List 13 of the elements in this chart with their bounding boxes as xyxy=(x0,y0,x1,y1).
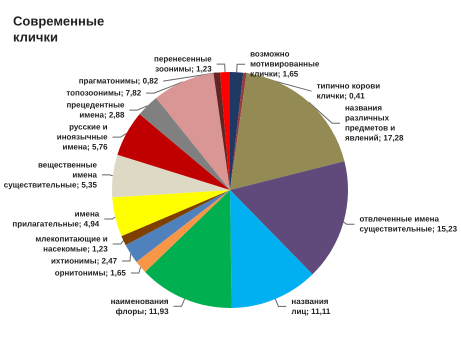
slice-label: перенесенные зоонимы; 1,23 xyxy=(154,54,212,74)
slice-label: ихтионимы; 2,47 xyxy=(50,256,118,266)
slice-label: имена прилагательные; 4,94 xyxy=(12,209,100,228)
slice-label: прагматонимы; 0,82 xyxy=(78,76,159,86)
slice-label: отвлеченные имена существительные; 15,23 xyxy=(359,214,458,234)
slice-label: топозоонимы; 7,82 xyxy=(66,88,142,98)
slice-label: наименования флоры; 11,93 xyxy=(110,296,170,316)
slice-label: вещественные имена существительные; 5,35 xyxy=(4,160,98,190)
slice-label: названия лиц; 11,11 xyxy=(291,296,331,316)
chart-title: Современные клички xyxy=(13,14,104,44)
slice-label: названия различных предметов и явлений; 17,28 xyxy=(344,104,404,143)
slice-label: орнитонимы; 1,65 xyxy=(54,268,126,278)
slice-label: русские и иноязычные имена; 5,76 xyxy=(56,122,108,152)
